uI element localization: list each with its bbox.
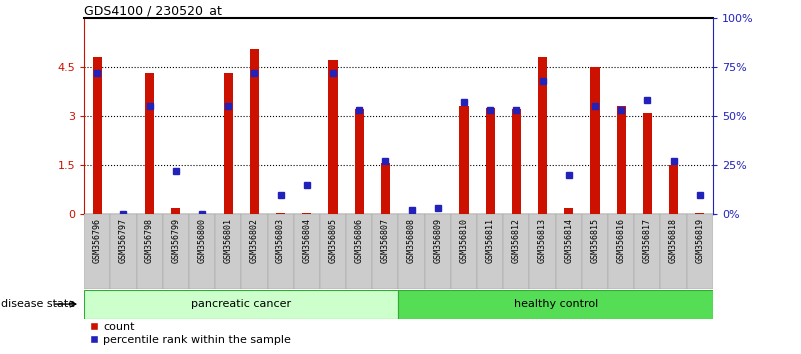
Text: GSM356813: GSM356813 <box>538 218 547 263</box>
Bar <box>398 290 713 319</box>
Bar <box>556 214 582 289</box>
Bar <box>302 212 312 214</box>
Bar <box>250 49 259 214</box>
Bar <box>433 213 442 214</box>
Legend: count, percentile rank within the sample: count, percentile rank within the sample <box>90 321 291 345</box>
Bar <box>328 60 337 214</box>
Text: GSM356809: GSM356809 <box>433 218 442 263</box>
Text: GSM356811: GSM356811 <box>485 218 495 263</box>
Text: GSM356804: GSM356804 <box>302 218 312 263</box>
Text: GSM356812: GSM356812 <box>512 218 521 263</box>
Text: GSM356816: GSM356816 <box>617 218 626 263</box>
Text: GSM356800: GSM356800 <box>198 218 207 263</box>
Text: GSM356819: GSM356819 <box>695 218 704 263</box>
Bar <box>451 214 477 289</box>
Bar <box>564 207 574 214</box>
Bar <box>355 109 364 214</box>
Bar <box>171 207 180 214</box>
Text: GSM356802: GSM356802 <box>250 218 259 263</box>
Bar <box>294 214 320 289</box>
Bar <box>241 214 268 289</box>
Bar <box>477 214 503 289</box>
Text: GSM356797: GSM356797 <box>119 218 128 263</box>
Text: GSM356817: GSM356817 <box>643 218 652 263</box>
Bar <box>276 212 285 214</box>
Text: healthy control: healthy control <box>513 299 598 309</box>
Text: GSM356814: GSM356814 <box>564 218 574 263</box>
Text: GSM356796: GSM356796 <box>93 218 102 263</box>
Bar <box>163 214 189 289</box>
Bar <box>84 290 398 319</box>
Bar <box>512 109 521 214</box>
Bar <box>189 214 215 289</box>
Text: GSM356799: GSM356799 <box>171 218 180 263</box>
Bar <box>320 214 346 289</box>
Bar <box>503 214 529 289</box>
Bar <box>145 73 154 214</box>
Text: GSM356810: GSM356810 <box>460 218 469 263</box>
Text: GSM356815: GSM356815 <box>590 218 599 263</box>
Text: disease state: disease state <box>1 299 75 309</box>
Bar <box>686 214 713 289</box>
Bar <box>136 214 163 289</box>
Bar <box>425 214 451 289</box>
Bar <box>608 214 634 289</box>
Bar <box>669 165 678 214</box>
Bar <box>695 212 704 214</box>
Bar <box>634 214 661 289</box>
Bar <box>460 106 469 214</box>
Text: GSM356808: GSM356808 <box>407 218 416 263</box>
Text: GSM356806: GSM356806 <box>355 218 364 263</box>
Text: GSM356798: GSM356798 <box>145 218 154 263</box>
Text: GDS4100 / 230520_at: GDS4100 / 230520_at <box>84 4 222 17</box>
Text: GSM356801: GSM356801 <box>223 218 233 263</box>
Bar <box>398 214 425 289</box>
Bar <box>582 214 608 289</box>
Bar <box>372 214 398 289</box>
Bar <box>93 57 102 214</box>
Bar <box>215 214 241 289</box>
Bar <box>661 214 686 289</box>
Bar <box>346 214 372 289</box>
Bar <box>485 108 495 214</box>
Bar <box>529 214 556 289</box>
Text: GSM356807: GSM356807 <box>381 218 390 263</box>
Bar <box>268 214 294 289</box>
Bar <box>111 214 136 289</box>
Text: GSM356803: GSM356803 <box>276 218 285 263</box>
Bar <box>538 57 547 214</box>
Text: GSM356818: GSM356818 <box>669 218 678 263</box>
Bar <box>590 67 600 214</box>
Bar <box>223 73 233 214</box>
Bar <box>380 164 390 214</box>
Text: pancreatic cancer: pancreatic cancer <box>191 299 292 309</box>
Bar <box>84 214 111 289</box>
Text: GSM356805: GSM356805 <box>328 218 337 263</box>
Bar <box>643 113 652 214</box>
Bar <box>617 106 626 214</box>
